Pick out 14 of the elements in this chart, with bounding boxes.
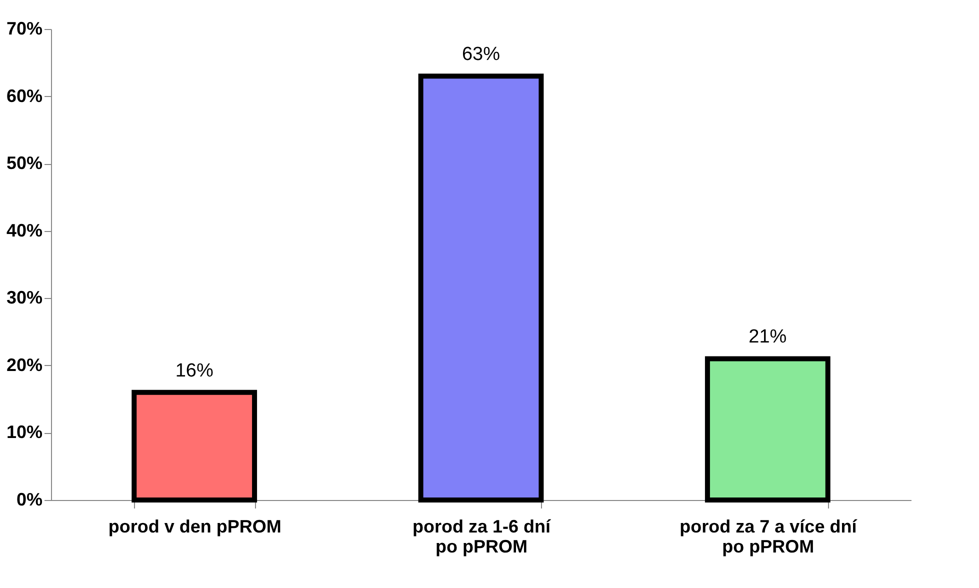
data-label: 21%	[748, 326, 787, 348]
data-label: 63%	[462, 44, 500, 66]
y-tick-label: 40%	[6, 220, 42, 240]
y-tick-label: 70%	[6, 18, 42, 38]
x-tick-label: porod za 1-6 dní po pPROM	[412, 516, 552, 556]
y-tick-label: 10%	[6, 422, 42, 442]
y-tick-label: 0%	[16, 490, 42, 510]
data-label: 16%	[175, 360, 214, 382]
y-tick-label: 60%	[6, 86, 42, 106]
y-tick-label: 20%	[6, 354, 42, 375]
x-tick-label: porod za 7 a více dní po pPROM	[680, 516, 858, 556]
y-tick-label: 30%	[6, 288, 42, 308]
x-tick-label: porod v den pPROM	[108, 516, 282, 536]
y-tick-label: 50%	[6, 153, 42, 174]
